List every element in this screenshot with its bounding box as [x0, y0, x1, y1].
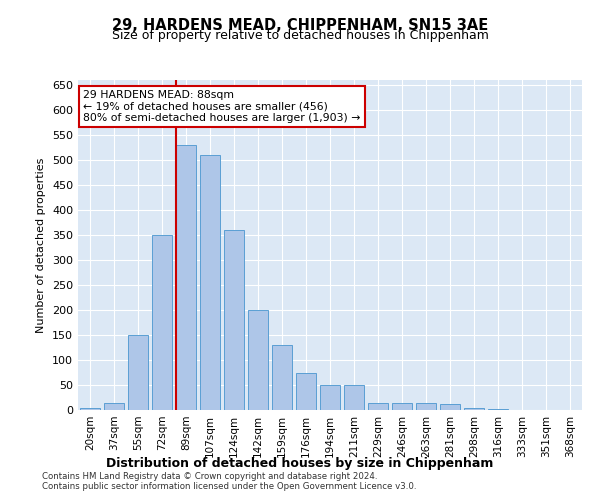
Bar — [488, 409, 508, 410]
Bar — [176, 145, 196, 410]
Bar — [464, 408, 484, 410]
Bar — [272, 345, 292, 410]
Text: 29 HARDENS MEAD: 88sqm
← 19% of detached houses are smaller (456)
80% of semi-de: 29 HARDENS MEAD: 88sqm ← 19% of detached… — [83, 90, 361, 123]
Bar — [200, 155, 220, 410]
Bar — [224, 230, 244, 410]
Bar — [392, 402, 412, 410]
Y-axis label: Number of detached properties: Number of detached properties — [37, 158, 46, 332]
Bar — [344, 385, 364, 410]
Bar — [368, 402, 388, 410]
Bar — [104, 402, 124, 410]
Text: 29, HARDENS MEAD, CHIPPENHAM, SN15 3AE: 29, HARDENS MEAD, CHIPPENHAM, SN15 3AE — [112, 18, 488, 32]
Text: Distribution of detached houses by size in Chippenham: Distribution of detached houses by size … — [106, 458, 494, 470]
Text: Size of property relative to detached houses in Chippenham: Size of property relative to detached ho… — [112, 29, 488, 42]
Bar — [296, 372, 316, 410]
Bar — [248, 310, 268, 410]
Text: Contains public sector information licensed under the Open Government Licence v3: Contains public sector information licen… — [42, 482, 416, 491]
Bar — [416, 402, 436, 410]
Bar — [320, 385, 340, 410]
Bar — [80, 408, 100, 410]
Bar — [152, 235, 172, 410]
Bar — [128, 335, 148, 410]
Text: Contains HM Land Registry data © Crown copyright and database right 2024.: Contains HM Land Registry data © Crown c… — [42, 472, 377, 481]
Bar — [440, 404, 460, 410]
